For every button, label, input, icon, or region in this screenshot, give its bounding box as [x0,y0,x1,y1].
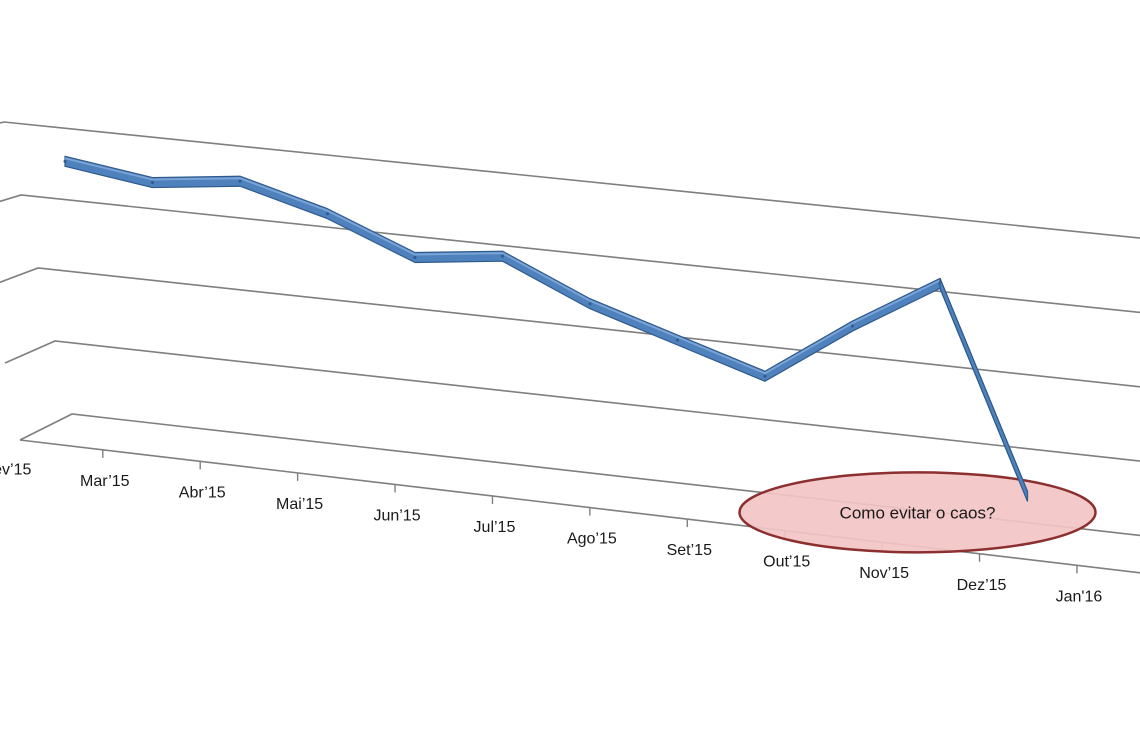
gridline-level-2 [0,267,1140,388]
annotation-ellipse [738,471,1097,554]
gridline [0,267,1140,388]
x-tick-label: Jun’15 [373,507,420,524]
x-tick-label: Out’15 [763,554,810,571]
x-tick-label: Set’15 [667,542,712,559]
series-layer [63,155,1029,502]
x-tick-label: Mai’15 [276,496,323,513]
x-tick-label: Nov’15 [859,565,909,582]
data-point [63,159,67,163]
gridline-level-4 [0,121,1140,239]
data-point [501,254,504,258]
data-point [326,212,329,216]
x-tick-label: Ago’15 [567,531,617,548]
data-point [413,256,417,260]
gridline [4,340,1140,462]
gridline-level-3 [0,194,1140,314]
data-point [588,302,592,306]
series-ribbon [64,155,1029,502]
annotation-callout: Como evitar o caos? [738,471,1097,554]
series-last-segment [939,278,1029,502]
data-point [238,179,242,183]
x-tick-label: Abr’15 [179,484,226,501]
annotation-text: Como evitar o caos? [840,503,996,522]
x-tick-label: Mar’15 [80,473,130,490]
x-tick-label: Jul’15 [474,519,516,536]
gridline [0,121,1140,239]
data-point [151,181,154,185]
x-tick-label: Jan'16 [1056,588,1103,605]
data-point [763,374,767,378]
gridline-level-1 [4,340,1140,462]
data-point [851,324,854,328]
annotation-layer: Como evitar o caos? [738,278,1097,554]
gridline [0,194,1140,314]
x-tick-label: Dez’15 [957,577,1007,594]
series-highlight [64,157,1029,494]
x-tick-label: Fev’15 [0,461,31,478]
grid-layer [0,121,1140,462]
data-point [676,338,679,342]
